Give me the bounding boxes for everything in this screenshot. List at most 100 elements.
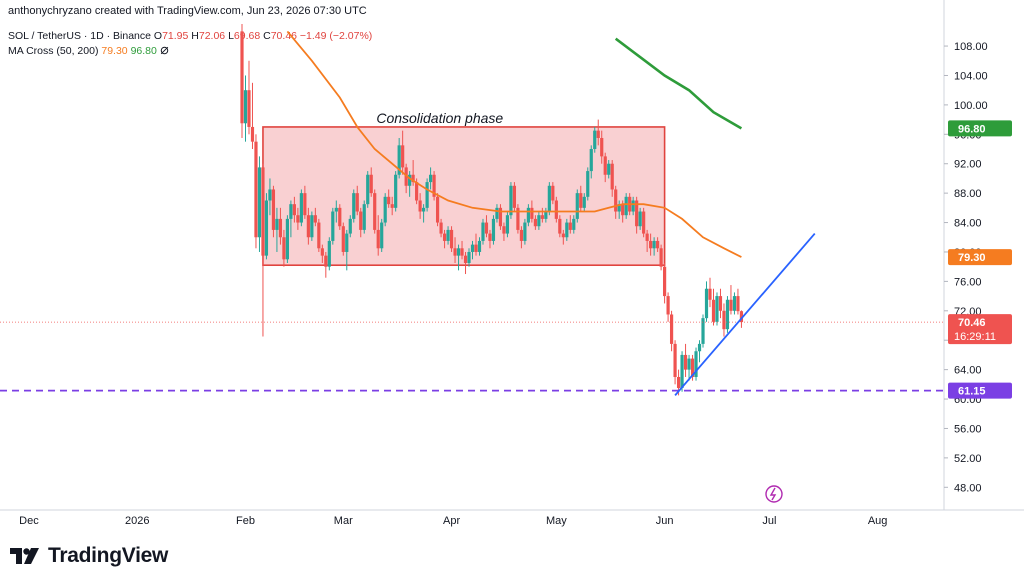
- candle[interactable]: [582, 193, 586, 212]
- candle[interactable]: [446, 226, 450, 245]
- candle[interactable]: [428, 167, 433, 190]
- candle[interactable]: [292, 196, 296, 223]
- candle[interactable]: [502, 222, 506, 241]
- candle[interactable]: [586, 167, 590, 201]
- candle[interactable]: [687, 354, 691, 381]
- candle[interactable]: [547, 182, 551, 216]
- candle[interactable]: [736, 288, 740, 315]
- candle[interactable]: [338, 204, 342, 230]
- candle[interactable]: [495, 204, 499, 223]
- eye-off-icon[interactable]: [160, 46, 169, 55]
- candle[interactable]: [558, 215, 562, 238]
- candle[interactable]: [551, 182, 555, 205]
- candle[interactable]: [544, 207, 548, 223]
- candle[interactable]: [422, 204, 426, 223]
- candle[interactable]: [718, 288, 723, 319]
- candle[interactable]: [610, 160, 614, 197]
- candle[interactable]: [299, 189, 303, 227]
- candle[interactable]: [683, 343, 688, 377]
- candle[interactable]: [694, 347, 698, 381]
- candle[interactable]: [659, 244, 663, 271]
- candle[interactable]: [617, 200, 621, 219]
- candle[interactable]: [596, 119, 600, 146]
- candle[interactable]: [523, 218, 527, 245]
- candle[interactable]: [481, 218, 485, 245]
- candle[interactable]: [247, 60, 251, 135]
- candle[interactable]: [540, 207, 544, 223]
- candle[interactable]: [516, 204, 520, 234]
- candle[interactable]: [425, 178, 429, 212]
- candle[interactable]: [715, 292, 719, 326]
- candle[interactable]: [453, 237, 457, 263]
- candle[interactable]: [673, 340, 677, 385]
- candle[interactable]: [669, 310, 674, 352]
- candle[interactable]: [296, 207, 300, 230]
- candle[interactable]: [380, 218, 384, 252]
- candle[interactable]: [603, 152, 607, 183]
- candle[interactable]: [383, 193, 387, 227]
- candle[interactable]: [387, 189, 391, 208]
- candle[interactable]: [289, 200, 293, 238]
- candle[interactable]: [348, 215, 352, 238]
- replay-icon[interactable]: [765, 485, 783, 503]
- candle[interactable]: [484, 215, 489, 238]
- candle[interactable]: [341, 222, 345, 256]
- candle[interactable]: [254, 134, 258, 249]
- candle[interactable]: [394, 171, 398, 212]
- candle[interactable]: [240, 24, 244, 138]
- candle[interactable]: [729, 285, 733, 315]
- candle[interactable]: [512, 182, 517, 212]
- candle[interactable]: [278, 207, 283, 245]
- candle[interactable]: [334, 200, 338, 223]
- candle[interactable]: [261, 163, 265, 337]
- candle[interactable]: [708, 277, 712, 308]
- candle[interactable]: [303, 185, 307, 219]
- candle[interactable]: [631, 196, 635, 216]
- candle[interactable]: [701, 314, 705, 348]
- candle[interactable]: [593, 126, 597, 153]
- candle[interactable]: [257, 156, 262, 252]
- candle[interactable]: [572, 215, 576, 234]
- candle[interactable]: [373, 189, 377, 234]
- candle[interactable]: [324, 251, 328, 278]
- candle[interactable]: [498, 204, 503, 230]
- candle[interactable]: [463, 251, 468, 275]
- candle[interactable]: [467, 248, 471, 267]
- candle[interactable]: [345, 229, 349, 271]
- candle[interactable]: [533, 215, 537, 230]
- price-chart[interactable]: 108.00104.00100.0096.0092.0088.0084.0080…: [0, 0, 1024, 540]
- candle[interactable]: [505, 211, 510, 238]
- candle[interactable]: [477, 237, 482, 256]
- candle[interactable]: [397, 137, 401, 179]
- candle[interactable]: [666, 292, 670, 322]
- candle[interactable]: [331, 207, 335, 245]
- candle[interactable]: [474, 233, 478, 256]
- candle[interactable]: [264, 193, 269, 260]
- candle[interactable]: [491, 215, 496, 245]
- uptrend-line[interactable]: [674, 232, 816, 396]
- candle[interactable]: [725, 296, 730, 333]
- symbol-name[interactable]: SOL / TetherUS · 1D · Binance: [8, 30, 151, 42]
- candle[interactable]: [645, 229, 649, 252]
- candle[interactable]: [362, 200, 366, 234]
- candle[interactable]: [624, 193, 628, 219]
- candle[interactable]: [408, 171, 412, 197]
- candle[interactable]: [652, 237, 656, 256]
- candle[interactable]: [432, 171, 436, 201]
- candle[interactable]: [456, 244, 461, 271]
- candle[interactable]: [327, 237, 331, 271]
- candle[interactable]: [369, 167, 373, 197]
- candle[interactable]: [439, 218, 443, 238]
- candle[interactable]: [355, 185, 359, 216]
- candle[interactable]: [442, 229, 447, 249]
- candle[interactable]: [352, 189, 356, 223]
- candle[interactable]: [271, 185, 276, 238]
- candle[interactable]: [575, 189, 579, 223]
- candle[interactable]: [642, 207, 646, 238]
- candle[interactable]: [662, 263, 667, 304]
- candle[interactable]: [649, 233, 653, 256]
- candle[interactable]: [589, 145, 593, 179]
- candle[interactable]: [704, 281, 709, 322]
- candle[interactable]: [635, 196, 639, 234]
- candle[interactable]: [568, 215, 572, 234]
